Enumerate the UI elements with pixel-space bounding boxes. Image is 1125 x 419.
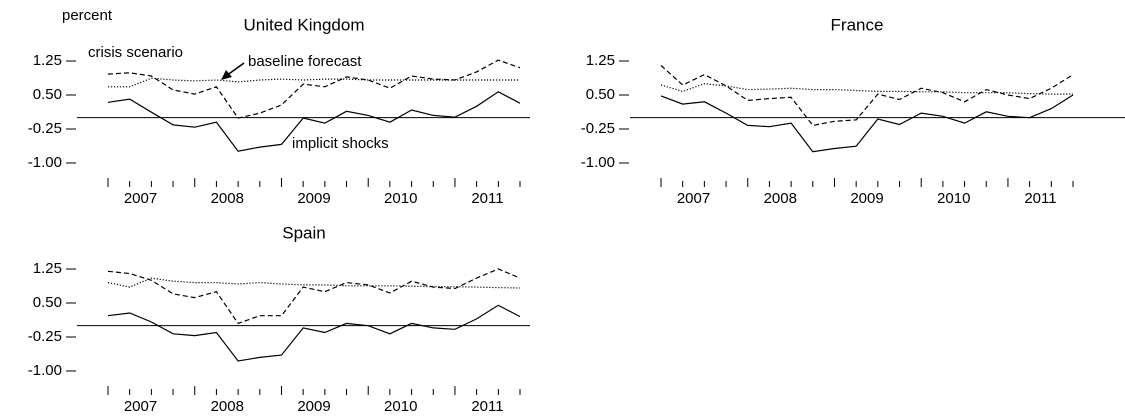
y-tick-label: 1.25 bbox=[586, 52, 615, 69]
x-tick-label: 2008 bbox=[211, 398, 244, 415]
y-tick-label: 1.25 bbox=[33, 260, 62, 277]
x-tick-label: 2009 bbox=[297, 190, 330, 207]
series-line bbox=[107, 91, 521, 152]
y-tick-label: 0.50 bbox=[33, 294, 62, 311]
series-annotation: baseline forecast bbox=[248, 53, 362, 70]
y-tick-label: -0.25 bbox=[28, 120, 62, 137]
series-line bbox=[107, 277, 521, 289]
series-line bbox=[660, 83, 1073, 95]
series-line bbox=[107, 304, 521, 362]
y-tick-label: -1.00 bbox=[581, 154, 615, 171]
x-tick-label: 2010 bbox=[937, 190, 970, 207]
x-tick-label: 2009 bbox=[297, 398, 330, 415]
x-tick-label: 2007 bbox=[677, 190, 710, 207]
y-tick-label: 0.50 bbox=[33, 86, 62, 103]
series-annotation: implicit shocks bbox=[292, 135, 389, 152]
y-tick-label: -1.00 bbox=[28, 154, 62, 171]
chart-title: Spain bbox=[282, 223, 325, 242]
x-tick-label: 2007 bbox=[124, 190, 157, 207]
y-tick-label: -0.25 bbox=[28, 328, 62, 345]
x-tick-label: 2011 bbox=[471, 190, 503, 207]
series-annotation: crisis scenario bbox=[88, 44, 183, 61]
y-tick-label: 0.50 bbox=[586, 86, 615, 103]
x-tick-label: 2011 bbox=[1024, 190, 1056, 207]
unit-label: percent bbox=[62, 7, 113, 24]
y-tick-label: -0.25 bbox=[581, 120, 615, 137]
series-line bbox=[107, 59, 521, 119]
y-tick-label: -1.00 bbox=[28, 362, 62, 379]
series-line bbox=[660, 94, 1074, 153]
chart-title: France bbox=[831, 15, 884, 34]
x-tick-label: 2010 bbox=[384, 398, 417, 415]
arrow-head bbox=[221, 70, 232, 80]
series-line bbox=[107, 268, 521, 325]
chart-title: United Kingdom bbox=[244, 15, 365, 34]
x-tick-label: 2007 bbox=[124, 398, 157, 415]
y-tick-label: 1.25 bbox=[33, 52, 62, 69]
x-tick-label: 2008 bbox=[211, 190, 244, 207]
x-tick-label: 2010 bbox=[384, 190, 417, 207]
series-line bbox=[108, 77, 520, 88]
x-tick-label: 2009 bbox=[850, 190, 883, 207]
x-tick-label: 2008 bbox=[764, 190, 797, 207]
series-line bbox=[660, 65, 1074, 127]
x-tick-label: 2011 bbox=[471, 398, 503, 415]
